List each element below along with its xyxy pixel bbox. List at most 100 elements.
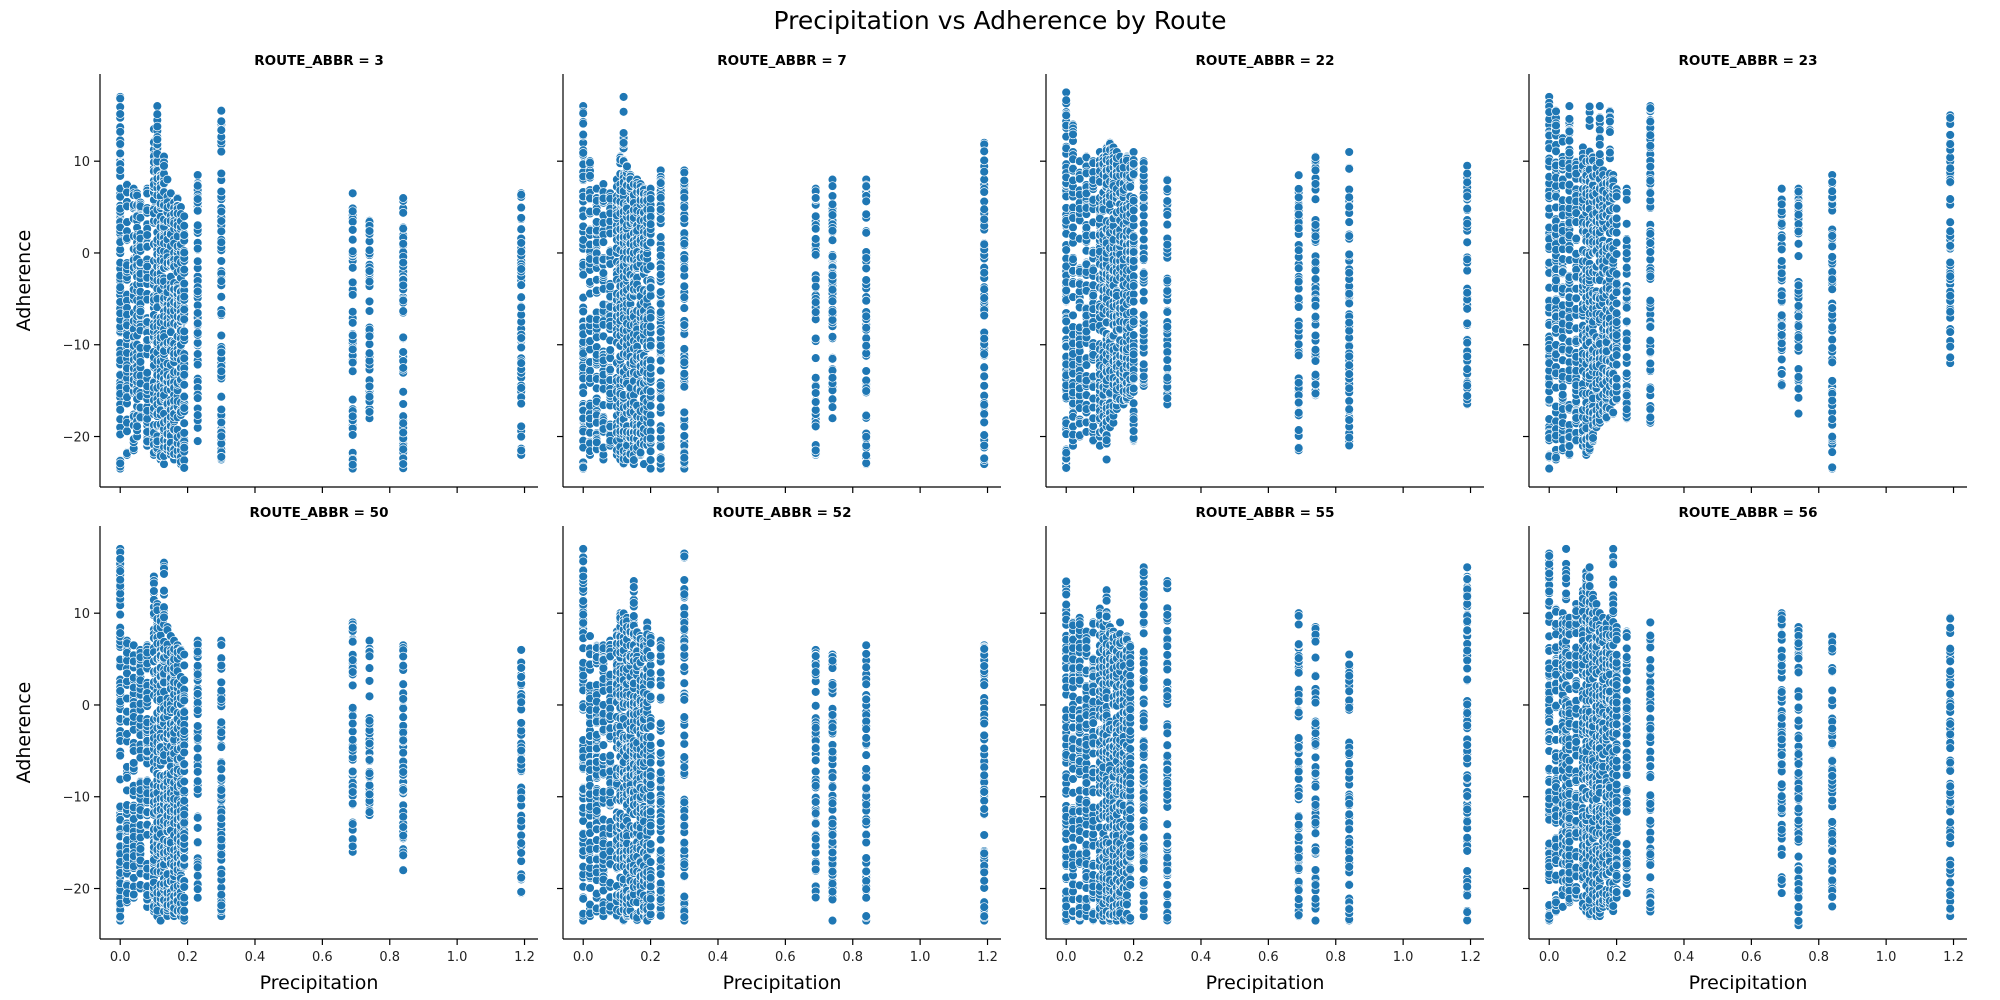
scatter-point <box>827 181 838 191</box>
scatter-point <box>1344 317 1354 328</box>
scatter-point <box>192 318 203 329</box>
scatter-point <box>159 161 169 171</box>
scatter-point <box>1462 380 1472 391</box>
scatter-point <box>1344 415 1354 425</box>
scatter-point <box>655 355 666 366</box>
scatter-point <box>578 306 588 317</box>
scatter-point <box>1128 383 1139 394</box>
scatter-point <box>398 223 408 234</box>
scatter-point <box>516 292 526 302</box>
scatter-point <box>1128 426 1139 436</box>
scatter-point <box>1344 164 1354 174</box>
scatter-point <box>861 366 871 376</box>
scatter-point <box>192 338 203 348</box>
scatter-point <box>192 308 203 318</box>
scatter-point <box>618 128 629 138</box>
scatter-point <box>585 157 595 168</box>
scatter-point <box>578 129 588 140</box>
scatter-point <box>216 186 227 197</box>
scatter-point <box>645 455 656 465</box>
scatter-point <box>861 295 871 306</box>
scatter-point <box>152 121 163 132</box>
scatter-point <box>1138 371 1149 382</box>
scatter-point <box>115 109 125 119</box>
scatter-point <box>1128 247 1139 257</box>
scatter-point <box>216 452 227 462</box>
scatter-point <box>679 202 690 213</box>
scatter-point <box>1310 194 1321 204</box>
scatter-point <box>1128 398 1139 408</box>
scatter-point <box>192 349 203 359</box>
scatter-point <box>1162 210 1173 220</box>
scatter-point <box>192 410 203 420</box>
scatter-point <box>162 174 173 185</box>
scatter-point <box>115 282 125 292</box>
scatter-point <box>347 263 358 273</box>
scatter-point <box>1344 432 1354 443</box>
scatter-point <box>655 425 666 436</box>
scatter-point <box>364 296 375 307</box>
scatter-point <box>152 134 163 145</box>
scatter-point <box>192 286 203 297</box>
scatter-point <box>979 284 989 294</box>
scatter-point <box>1128 159 1139 169</box>
scatter-point <box>679 292 690 302</box>
scatter-point <box>216 404 227 415</box>
scatter-point <box>1310 301 1321 311</box>
scatter-point <box>1544 394 1554 405</box>
scatter-point <box>216 276 227 286</box>
scatter-point <box>655 232 666 242</box>
scatter-point <box>979 371 989 382</box>
scatter-point <box>1138 325 1149 336</box>
scatter-point <box>861 311 871 322</box>
scatter-point <box>1551 452 1561 463</box>
scatter-point <box>618 107 629 117</box>
scatter-point <box>398 399 408 409</box>
scatter-point <box>216 216 227 226</box>
scatter-point <box>1068 222 1078 233</box>
scatter-point <box>679 175 690 186</box>
scatter-point <box>1162 286 1173 296</box>
scatter-point <box>179 291 189 302</box>
scatter-point <box>810 250 821 260</box>
scatter-point <box>1128 307 1139 317</box>
y-tick-label: 0 <box>82 247 90 262</box>
scatter-point <box>1138 164 1149 174</box>
scatter-point <box>655 365 666 376</box>
scatter-point <box>861 181 871 191</box>
scatter-point <box>347 206 358 216</box>
scatter-point <box>179 247 189 258</box>
points-group <box>578 92 989 474</box>
scatter-point <box>679 239 690 249</box>
scatter-point <box>655 192 666 203</box>
scatter-point <box>192 436 203 446</box>
scatter-point <box>635 447 646 458</box>
scatter-point <box>679 281 690 292</box>
scatter-point <box>1061 95 1071 105</box>
scatter-point <box>1462 318 1472 329</box>
scatter-point <box>1138 192 1149 203</box>
scatter-point <box>679 320 690 330</box>
scatter-point <box>810 297 821 307</box>
scatter-point <box>1557 390 1568 400</box>
scatter-point <box>364 276 375 287</box>
scatter-point <box>179 391 189 402</box>
scatter-panel-4: ROUTE_ABBR = 23 <box>1523 53 1967 493</box>
scatter-point <box>598 268 609 278</box>
scatter-point <box>645 283 656 293</box>
scatter-point <box>1293 302 1304 312</box>
scatter-point <box>1068 310 1078 321</box>
scatter-point <box>1138 359 1149 370</box>
scatter-point <box>1128 196 1139 206</box>
scatter-point <box>1344 249 1354 260</box>
scatter-point <box>1068 254 1078 264</box>
scatter-point <box>516 264 526 274</box>
scatter-point <box>347 394 358 405</box>
scatter-point <box>398 257 408 268</box>
scatter-point <box>1344 298 1354 309</box>
scatter-point <box>827 332 838 342</box>
scatter-point <box>655 299 666 309</box>
scatter-point <box>1128 281 1139 291</box>
scatter-point <box>679 263 690 274</box>
